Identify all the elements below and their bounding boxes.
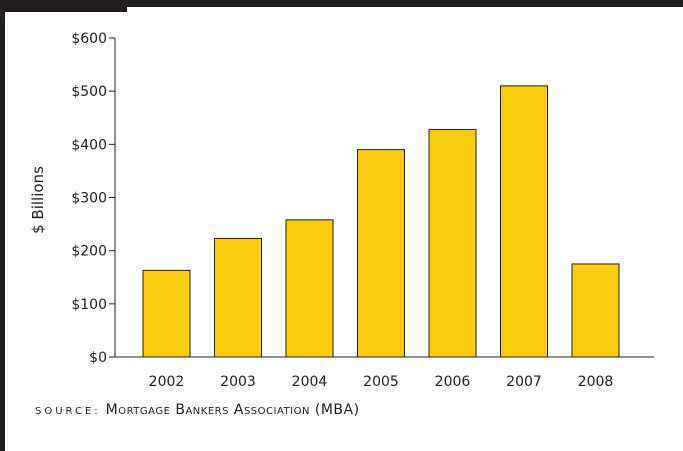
frame-top-border: [0, 0, 683, 7]
source-text: Mortgage Bankers Association (MBA): [105, 402, 360, 418]
frame-corner-tab: [0, 0, 127, 12]
y-tick-label: $400: [71, 137, 107, 153]
x-tick-label: 2003: [220, 374, 256, 390]
bars: [142, 85, 620, 358]
x-tick-label: 2004: [292, 374, 328, 390]
x-tick-label: 2006: [435, 374, 471, 390]
x-tick-label: 2008: [578, 374, 614, 390]
bar-2002: [142, 269, 191, 358]
bar-chart: $0$100$200$300$400$500$600 2002 2003 2004 2…: [29, 31, 654, 390]
x-tick-label: 2002: [149, 374, 185, 390]
bar-2003: [214, 237, 262, 358]
bar-2005: [357, 149, 405, 358]
source-note: SOURCE: Mortgage Bankers Association (MB…: [35, 402, 360, 418]
y-tick-label: $300: [71, 191, 107, 207]
bar-2006: [428, 128, 477, 358]
bar-2004: [285, 219, 334, 358]
axes: [114, 38, 654, 358]
bar-2007: [500, 85, 548, 358]
x-tick-label: 2005: [363, 374, 399, 390]
source-label: SOURCE:: [35, 406, 101, 417]
y-axis-title: $ Billions: [29, 166, 47, 234]
y-axis-ticks: $0 $100 $200 $300 $400 $500 $600: [71, 31, 115, 366]
x-axis-tick-labels: 2002 2003 2004 2005 2006 2007 2008: [149, 374, 614, 390]
y-tick-label: $0: [89, 350, 107, 366]
frame-left-border: [0, 0, 5, 451]
bar-2008: [571, 263, 620, 358]
y-tick-label: $100: [71, 297, 107, 313]
x-tick-label: 2007: [506, 374, 542, 390]
y-tick-label: $600: [71, 31, 107, 47]
y-tick-label: $200: [71, 244, 107, 260]
y-tick-label: $500: [71, 84, 107, 100]
